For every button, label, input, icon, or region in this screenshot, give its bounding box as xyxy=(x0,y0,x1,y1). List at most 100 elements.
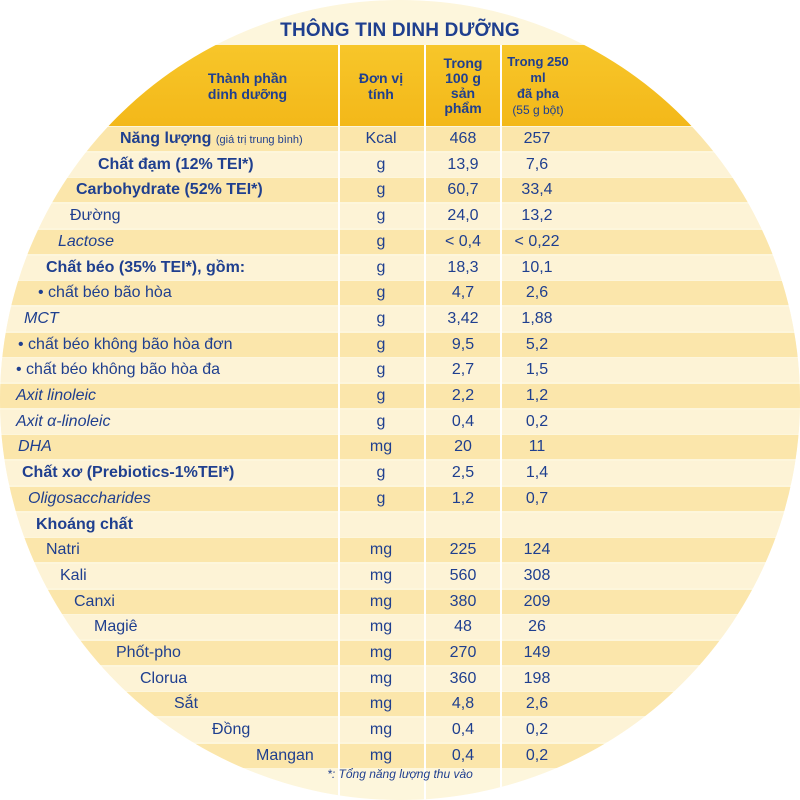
nutrient-name-text: Sắt xyxy=(174,695,199,713)
table-header-band xyxy=(0,45,800,126)
per100g-cell: 360 xyxy=(449,669,477,687)
nutrient-name: Natri xyxy=(46,538,80,562)
per250ml-cell: 5,2 xyxy=(525,335,549,353)
nutrient-name: Năng lượng (giá trị trung bình) xyxy=(120,127,303,151)
table-row: Đồng mg 0,4 0,2 xyxy=(0,718,800,743)
nutrient-name-text: Năng lượng xyxy=(120,130,212,147)
per250ml-cell: < 0,22 xyxy=(514,232,560,250)
nutrient-name: Lactose xyxy=(58,230,114,254)
table-row: Năng lượng (giá trị trung bình) Kcal 468 25… xyxy=(0,127,800,151)
unit-cell: g xyxy=(376,361,386,379)
per100g-cell: 4,8 xyxy=(451,695,475,713)
per250ml-cell: 2,6 xyxy=(525,284,549,302)
table-row: Magiê mg 48 26 xyxy=(0,615,800,640)
nutrient-name-text: Lactose xyxy=(58,232,115,250)
table-row: Đường g 24,0 13,2 xyxy=(0,204,800,229)
nutrient-note: (giá trị trung bình) xyxy=(215,134,303,146)
unit-cell: mg xyxy=(369,695,393,713)
per100g-cell: 24,0 xyxy=(447,207,479,225)
per250ml-cell: 7,6 xyxy=(525,155,549,173)
header-per100-line2: 100 g xyxy=(445,69,481,86)
nutrient-name-text: • chất béo không bão hòa đa xyxy=(16,361,220,379)
per100g-cell: 225 xyxy=(449,541,477,559)
per100g-cell: 0,4 xyxy=(451,721,475,739)
per250ml-cell: 0,7 xyxy=(525,489,549,507)
per100g-cell: 270 xyxy=(449,644,477,661)
nutrient-name: Khoáng chất xyxy=(36,513,133,537)
table-row: MCT g 3,42 1,88 xyxy=(0,306,800,331)
header-per100g: Trong 100 g sản phẩm xyxy=(426,45,500,126)
per250ml-cell xyxy=(500,513,574,537)
per100g-cell: < 0,4 xyxy=(444,232,482,250)
nutrient-name-text: Oligosaccharides xyxy=(28,489,151,507)
nutrient-name-text: • chất béo không bão hòa đơn xyxy=(18,335,233,353)
table-row: Carbohydrate (52% TEI*) g 60,7 33,4 xyxy=(0,178,800,203)
unit-cell: g xyxy=(376,489,386,507)
per250ml-cell: 1,5 xyxy=(525,361,549,379)
header-component-line1: Thành phần xyxy=(207,69,288,86)
nutrient-name: Chất xơ (Prebiotics-1%TEI*) xyxy=(22,461,234,485)
unit-cell: g xyxy=(376,258,386,276)
nutrient-name: Mangan xyxy=(256,744,314,768)
nutrient-name-text: Magiê xyxy=(94,618,138,636)
table-row: Chất xơ (Prebiotics-1%TEI*) g 2,5 1,4 xyxy=(0,461,800,486)
per250ml-cell: 124 xyxy=(523,541,551,559)
unit-cell: mg xyxy=(369,746,393,764)
nutrient-name-text: Phốt-pho xyxy=(116,644,181,661)
table-row: • chất béo không bão hòa đơn g 9,5 5,2 xyxy=(0,332,800,357)
per100g-cell: 468 xyxy=(449,130,477,147)
per250ml-cell: 10,1 xyxy=(521,258,553,276)
unit-cell: mg xyxy=(369,438,393,456)
header-per250-line1: Trong 250 ml xyxy=(507,53,569,85)
per250ml-cell: 149 xyxy=(523,644,551,661)
nutrient-name: Sắt xyxy=(174,692,198,716)
nutrient-name-text: Mangan xyxy=(256,746,314,764)
per250ml-cell: 1,4 xyxy=(525,464,549,482)
nutrient-name: Clorua xyxy=(140,667,187,691)
per250ml-cell: 209 xyxy=(523,592,551,610)
unit-cell: g xyxy=(376,387,386,404)
nutrient-name: Magiê xyxy=(94,615,138,639)
nutrient-name: Axit α-linoleic xyxy=(16,410,110,434)
per250ml-cell: 257 xyxy=(523,130,551,147)
header-per100-line3: sản xyxy=(450,84,476,101)
table-row: Sắt mg 4,8 2,6 xyxy=(0,692,800,717)
nutrient-name-text: Axit linoleic xyxy=(16,387,97,404)
header-component-line2: dinh dưỡng xyxy=(207,85,288,102)
per250ml-cell: 1,88 xyxy=(521,309,553,327)
per100g-cell: 0,4 xyxy=(451,412,475,430)
header-unit-line1: Đơn vị xyxy=(358,69,404,86)
table-row: Axit α-linoleic g 0,4 0,2 xyxy=(0,409,800,434)
table-row: Canxi mg 380 209 xyxy=(0,589,800,614)
nutrient-name: • chất béo không bão hòa đa xyxy=(16,358,220,382)
table-row: Kali mg 560 308 xyxy=(0,563,800,588)
per250ml-cell: 13,2 xyxy=(521,207,553,225)
table-row: Chất đạm (12% TEI*) g 13,9 7,6 xyxy=(0,152,800,177)
unit-cell: g xyxy=(376,412,386,430)
unit-cell: g xyxy=(376,232,386,250)
nutrient-name: Chất béo (35% TEI*), gồm: xyxy=(46,256,245,280)
table-row: Phốt-pho mg 270 149 xyxy=(0,641,800,665)
per100g-cell xyxy=(426,513,500,537)
header-per250ml: Trong 250 ml đã pha (55 g bột) xyxy=(500,45,576,126)
per250ml-cell: 0,2 xyxy=(525,412,549,430)
per250ml-cell: 11 xyxy=(528,438,546,456)
nutrient-name-text: • chất béo bão hòa xyxy=(38,284,172,302)
nutrient-name: Canxi xyxy=(74,590,115,614)
unit-cell: Kcal xyxy=(365,130,397,147)
table-row: • chất béo bão hòa g 4,7 2,6 xyxy=(0,281,800,306)
per100g-cell: 18,3 xyxy=(447,258,479,276)
header-unit-line2: tính xyxy=(368,85,394,102)
per250ml-cell: 308 xyxy=(523,566,551,584)
unit-cell: g xyxy=(376,207,386,225)
nutrient-name-text: Khoáng chất xyxy=(36,515,133,533)
per100g-cell: 20 xyxy=(454,438,472,456)
per100g-cell: 2,5 xyxy=(451,464,475,482)
nutrient-name-text: Đường xyxy=(70,207,121,225)
nutrient-name-text: Axit α-linoleic xyxy=(16,412,111,430)
unit-cell: mg xyxy=(369,669,393,687)
table-row: Oligosaccharides g 1,2 0,7 xyxy=(0,486,800,511)
column-divider xyxy=(338,45,340,800)
nutrient-name-text: Clorua xyxy=(140,669,188,687)
